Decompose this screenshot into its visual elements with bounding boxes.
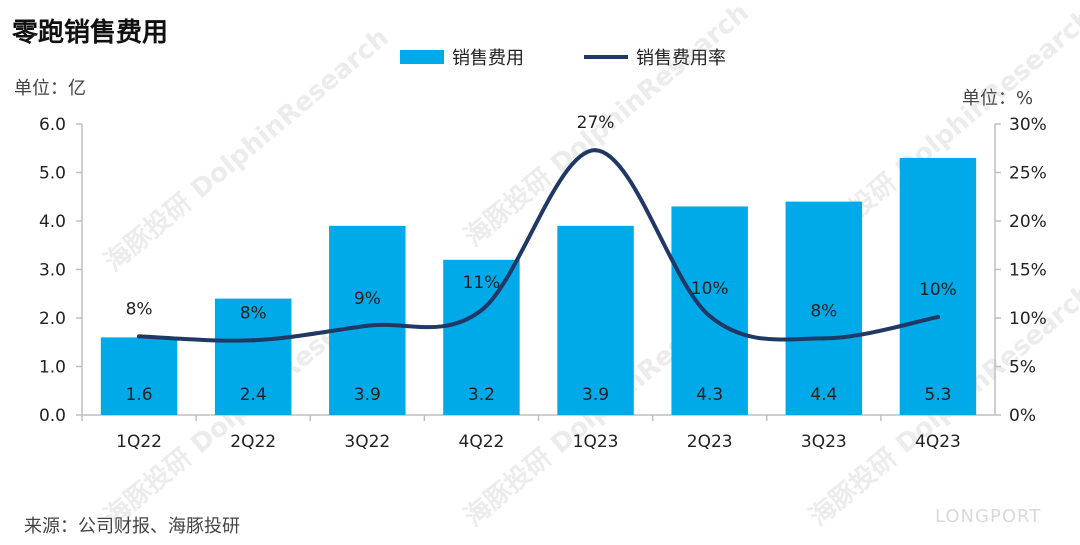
left-axis-unit: 单位：亿 xyxy=(14,78,86,99)
bar-value-label: 1.6 xyxy=(126,385,153,405)
legend-bar-swatch xyxy=(400,50,444,64)
rate-value-label: 8% xyxy=(240,303,267,323)
x-tick-label: 2Q22 xyxy=(230,432,276,452)
x-tick-label: 4Q22 xyxy=(459,432,505,452)
right-y-tick-label: 20% xyxy=(1009,212,1047,232)
chart-title: 零跑销售费用 xyxy=(12,18,169,48)
rate-point xyxy=(821,336,826,341)
right-y-tick-label: 25% xyxy=(1009,164,1047,184)
left-y-tick-label: 4.0 xyxy=(39,212,66,232)
left-y-tick-label: 2.0 xyxy=(39,309,66,329)
x-tick-label: 1Q22 xyxy=(116,432,162,452)
bar xyxy=(329,225,406,415)
x-tick-label: 1Q23 xyxy=(573,432,619,452)
rate-point xyxy=(593,148,598,153)
right-y-tick-label: 30% xyxy=(1009,115,1047,135)
left-y-tick-label: 1.0 xyxy=(39,358,66,378)
bar xyxy=(443,259,520,415)
rate-point xyxy=(707,314,712,319)
bar xyxy=(557,225,634,415)
right-y-tick-label: 0% xyxy=(1009,406,1036,426)
x-tick-label: 4Q23 xyxy=(915,432,961,452)
bar xyxy=(100,337,178,415)
right-axis-unit: 单位：% xyxy=(962,88,1034,109)
left-y-tick-label: 3.0 xyxy=(39,261,66,281)
bar-value-label: 3.9 xyxy=(354,385,381,405)
brand-watermark: LONGPORT xyxy=(935,506,1042,527)
bar xyxy=(671,206,748,415)
rate-value-label: 8% xyxy=(126,299,153,319)
legend-bar-label: 销售费用 xyxy=(452,48,524,69)
rate-point xyxy=(365,323,370,328)
x-tick-label: 3Q22 xyxy=(344,432,390,452)
rate-value-label: 9% xyxy=(354,289,381,309)
bar-value-label: 3.2 xyxy=(468,385,495,405)
bar xyxy=(899,157,977,415)
left-y-tick-label: 5.0 xyxy=(39,164,66,184)
right-y-tick-label: 5% xyxy=(1009,358,1036,378)
bar-value-label: 4.3 xyxy=(696,385,723,405)
legend-line-label: 销售费用率 xyxy=(636,48,726,69)
bar xyxy=(785,201,863,415)
rate-value-label: 10% xyxy=(691,279,729,299)
left-y-tick-label: 0.0 xyxy=(39,406,66,426)
source-note: 来源：公司财报、海豚投研 xyxy=(24,516,240,537)
bar-value-label: 4.4 xyxy=(810,385,837,405)
legend: 销售费用 销售费用率 xyxy=(400,44,726,70)
rate-line xyxy=(137,148,940,343)
rate-point xyxy=(935,315,940,320)
rate-point xyxy=(251,338,256,343)
rate-point xyxy=(479,308,484,313)
bar-value-label: 2.4 xyxy=(240,385,267,405)
right-y-tick-label: 10% xyxy=(1009,309,1047,329)
x-tick-label: 3Q23 xyxy=(801,432,847,452)
right-y-tick-label: 15% xyxy=(1009,261,1047,281)
x-tick-label: 2Q23 xyxy=(687,432,733,452)
bar-value-label: 3.9 xyxy=(582,385,609,405)
rate-point xyxy=(137,334,142,339)
bar xyxy=(214,298,292,415)
bar-value-label: 5.3 xyxy=(924,385,951,405)
rate-value-label: 8% xyxy=(810,301,837,321)
left-y-tick-label: 6.0 xyxy=(39,115,66,135)
rate-value-label: 10% xyxy=(919,280,957,300)
rate-value-label: 27% xyxy=(577,113,615,133)
rate-value-label: 11% xyxy=(463,273,501,293)
legend-line-swatch xyxy=(584,55,628,59)
